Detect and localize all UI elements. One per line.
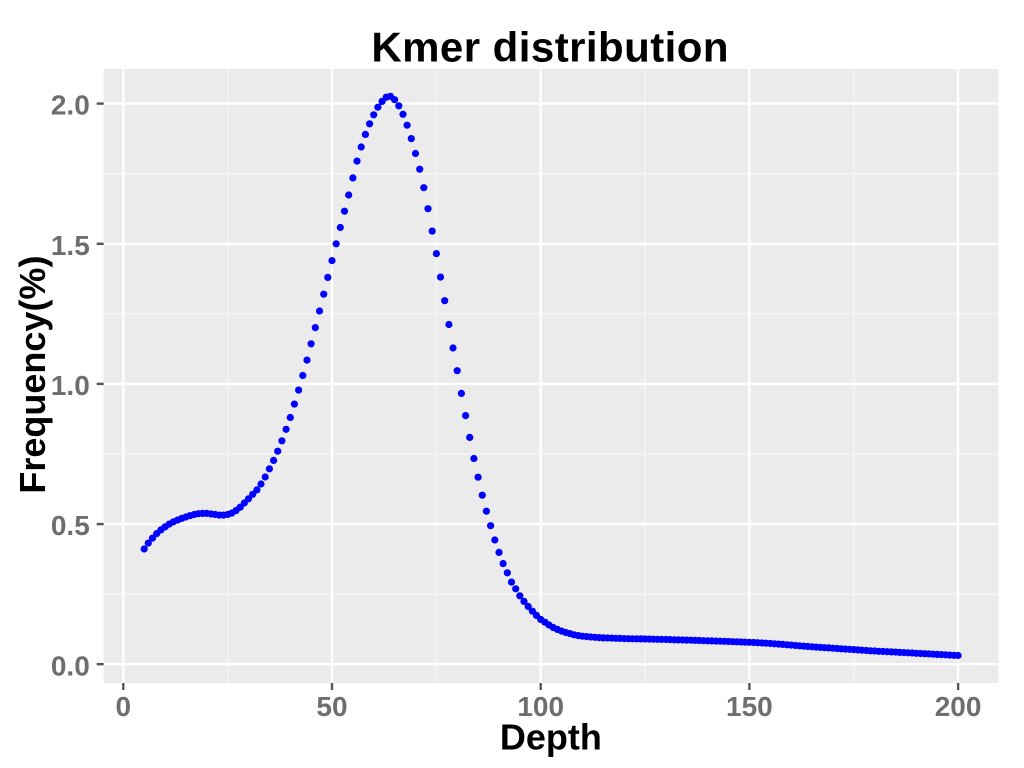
svg-text:0: 0 bbox=[116, 691, 132, 722]
svg-text:100: 100 bbox=[517, 691, 564, 722]
svg-text:2.0: 2.0 bbox=[51, 90, 90, 121]
svg-text:1.0: 1.0 bbox=[51, 370, 90, 401]
svg-text:Kmer distribution: Kmer distribution bbox=[371, 24, 729, 71]
svg-text:Depth: Depth bbox=[500, 717, 602, 758]
svg-text:Frequency(%): Frequency(%) bbox=[12, 256, 53, 494]
svg-text:1.5: 1.5 bbox=[51, 230, 90, 261]
svg-text:50: 50 bbox=[316, 691, 347, 722]
svg-text:150: 150 bbox=[726, 691, 773, 722]
svg-text:0.5: 0.5 bbox=[51, 510, 90, 541]
svg-text:0.0: 0.0 bbox=[51, 650, 90, 681]
svg-text:200: 200 bbox=[935, 691, 982, 722]
